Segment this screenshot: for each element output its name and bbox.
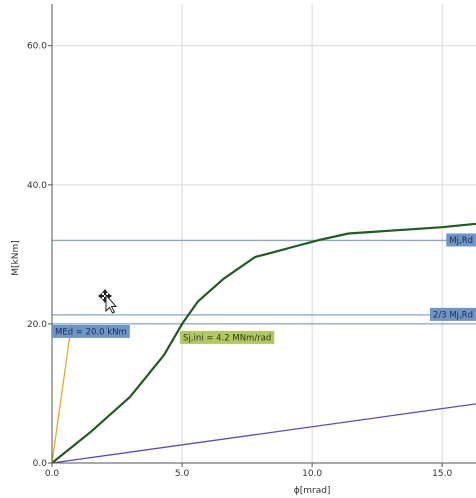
mjrd-label-text: Mj,Rd xyxy=(449,236,473,246)
annotation-labels: Mj,Rd 2/3 Mj,Rd MEd = 20.0 kNm Sj,ini = 4.2… xyxy=(52,233,476,344)
med-label-bg xyxy=(52,324,130,338)
two-thirds-mjrd-label-bg xyxy=(429,307,476,321)
x-tick-label: 5.0 xyxy=(175,469,190,479)
series-layer xyxy=(51,222,476,464)
stiffness-label: Sj,ini = 4.2 MNm/rad xyxy=(180,330,275,344)
y-tick-label: 40.0 xyxy=(27,181,47,191)
x-axis-title: ϕ[mrad] xyxy=(294,486,331,496)
mjrd-label-bg xyxy=(446,233,476,247)
mjrd-label: Mj,Rd xyxy=(446,233,476,247)
y-tick-label: 60.0 xyxy=(27,42,47,52)
reference-lines xyxy=(52,239,476,325)
med-label: MEd = 20.0 kNm xyxy=(52,324,130,338)
x-tick-label: 15.0 xyxy=(432,469,452,479)
two-thirds-mjrd-label: 2/3 Mj,Rd xyxy=(429,307,476,321)
stiffness-label-text: Sj,ini = 4.2 MNm/rad xyxy=(183,333,271,343)
move-cursor-icon xyxy=(98,289,118,314)
series-line xyxy=(51,403,476,464)
stiffness-label-bg xyxy=(180,330,275,344)
series-line xyxy=(51,323,73,464)
y-tick-label: 0.0 xyxy=(33,459,48,469)
series-line xyxy=(51,222,476,464)
x-tick-label: 10.0 xyxy=(302,469,322,479)
y-tick-label: 20.0 xyxy=(27,320,47,330)
grid xyxy=(52,4,476,463)
axes: 0.0 5.0 10.0 15.0 0.0 20.0 40.0 60.0 xyxy=(27,4,476,479)
med-label-text: MEd = 20.0 kNm xyxy=(55,327,127,337)
two-thirds-mjrd-label-text: 2/3 Mj,Rd xyxy=(433,310,473,320)
x-tick-label: 0.0 xyxy=(45,469,60,479)
y-axis-title: M[kNm] xyxy=(11,240,21,276)
